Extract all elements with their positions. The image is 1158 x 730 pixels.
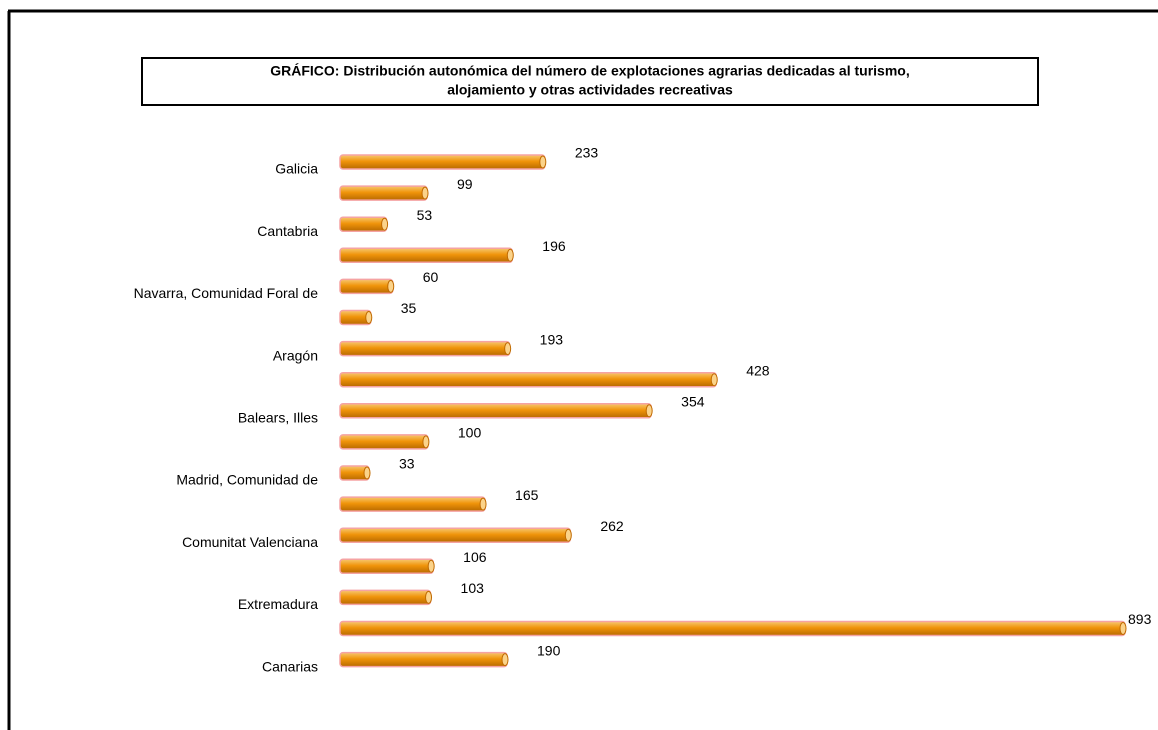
value-label: 262 xyxy=(600,518,624,534)
value-label: 190 xyxy=(537,642,561,658)
bar xyxy=(339,371,717,388)
value-label: 354 xyxy=(681,394,705,410)
bar xyxy=(339,154,546,170)
value-label: 60 xyxy=(423,269,439,285)
bar-end xyxy=(381,217,389,231)
bar xyxy=(339,527,572,543)
bar-end xyxy=(427,559,435,573)
category-label: Aragón xyxy=(273,347,318,363)
bar-end xyxy=(506,248,514,262)
title-box xyxy=(141,57,1039,106)
bar-end xyxy=(479,497,487,511)
bar xyxy=(339,185,428,201)
category-label: Madrid, Comunidad de xyxy=(176,472,318,488)
value-label: 103 xyxy=(461,580,485,596)
category-label: Comunitat Valenciana xyxy=(182,534,318,550)
category-label: Cantabria xyxy=(257,223,318,239)
value-label: 196 xyxy=(542,238,566,254)
category-label: Navarra, Comunidad Foral de xyxy=(134,285,319,301)
category-label: Canarias xyxy=(262,658,318,674)
value-label: 35 xyxy=(401,300,417,316)
bar-end xyxy=(504,342,512,356)
bar-end xyxy=(539,155,547,169)
bar-end xyxy=(421,186,429,200)
value-label: 99 xyxy=(457,176,473,192)
bar xyxy=(339,340,511,357)
value-label: 33 xyxy=(399,456,415,472)
value-label: 100 xyxy=(458,425,482,441)
bar xyxy=(339,620,1126,637)
bar-end xyxy=(564,528,572,542)
bar xyxy=(339,651,508,668)
bar xyxy=(339,558,434,575)
bar-end xyxy=(387,279,395,293)
bar xyxy=(339,216,388,232)
bar xyxy=(339,434,429,450)
chart-title: alojamiento y otras actividades recreati… xyxy=(447,82,733,98)
value-label: 893 xyxy=(1128,611,1152,627)
category-label: Balears, Illes xyxy=(238,410,318,426)
bar-end xyxy=(365,311,373,324)
bar xyxy=(339,278,394,295)
bar-end xyxy=(425,590,433,604)
chart-title: GRÁFICO: Distribución autonómica del núm… xyxy=(270,63,909,79)
bar-end xyxy=(422,435,430,449)
bar xyxy=(339,496,486,512)
value-label: 428 xyxy=(746,362,770,378)
bar-end xyxy=(645,404,653,418)
value-label: 106 xyxy=(463,549,487,565)
value-label: 165 xyxy=(515,487,539,503)
category-label: Galicia xyxy=(275,161,318,177)
bar xyxy=(339,247,514,264)
value-label: 233 xyxy=(575,145,599,161)
value-label: 193 xyxy=(540,331,564,347)
bar-end xyxy=(710,373,718,387)
bar-end xyxy=(501,653,509,667)
value-label: 53 xyxy=(417,207,433,223)
bar-end xyxy=(363,466,371,480)
bar xyxy=(339,589,432,606)
bar-end xyxy=(1119,622,1127,635)
bar xyxy=(339,403,652,419)
category-label: Extremadura xyxy=(238,596,318,612)
